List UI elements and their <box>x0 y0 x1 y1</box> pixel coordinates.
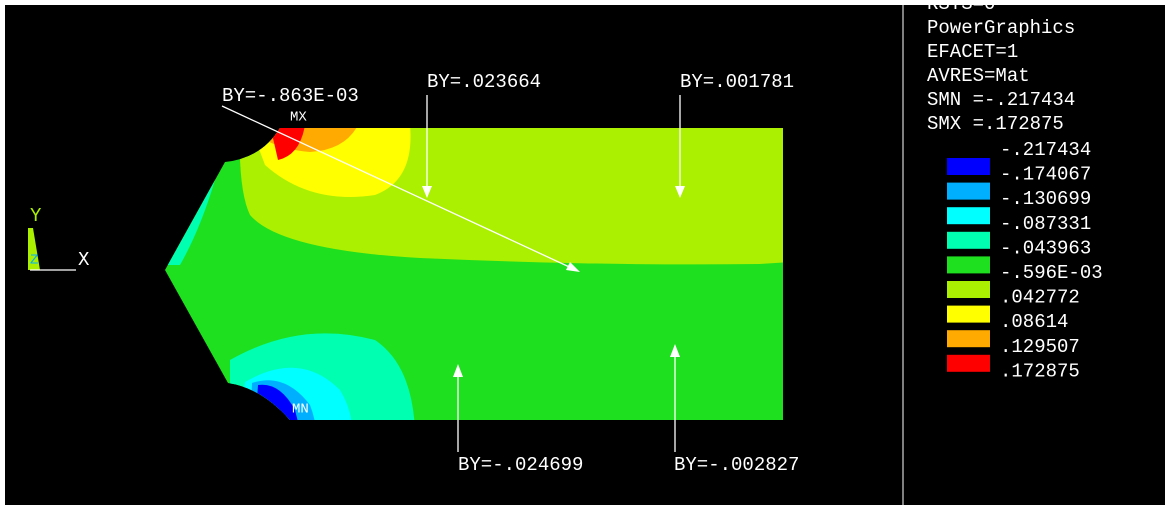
legend-swatch <box>947 354 990 372</box>
legend-panel: RSYS=0 PowerGraphicsEFACET=1AVRES=MatSMN … <box>927 0 1103 382</box>
legend-value: .08614 <box>1000 311 1068 333</box>
annotations: BY=-.863E-03 BY=.023664 BY=.001781 BY=-.… <box>221 71 799 476</box>
info-line: RSYS=0 <box>927 0 995 15</box>
legend-value: -.174067 <box>1000 164 1091 186</box>
annotation-arrow <box>221 105 579 272</box>
contour-model <box>165 128 783 420</box>
arrow-head <box>453 364 463 377</box>
annotation-label: BY=-.024699 <box>458 454 583 476</box>
info-line: SMX =.172875 <box>927 113 1064 135</box>
legend-value: .042772 <box>1000 287 1080 309</box>
contour-band <box>270 128 305 160</box>
legend-value: .129507 <box>1000 336 1080 358</box>
arrow-head <box>422 186 432 198</box>
info-line: PowerGraphics <box>927 17 1075 39</box>
triad-x-label: X <box>78 249 90 271</box>
info-line: AVRES=Mat <box>927 65 1030 87</box>
legend-value: -.087331 <box>1000 213 1091 235</box>
arrow-head <box>566 262 580 272</box>
info-line: SMN =-.217434 <box>927 89 1075 111</box>
legend-value: -.596E-03 <box>1000 262 1103 284</box>
legend-swatch <box>947 158 990 175</box>
triad-z-label: Z <box>30 253 38 269</box>
annotation-label: BY=.023664 <box>427 71 541 93</box>
legend-swatch <box>947 330 990 348</box>
arrow-head <box>670 344 680 357</box>
annotation-label: BY=-.863E-03 <box>222 85 359 107</box>
annotation-label: BY=.001781 <box>680 71 794 93</box>
legend-swatch <box>947 256 990 274</box>
legend-swatch <box>947 182 990 200</box>
triad-y-label: Y <box>30 205 42 227</box>
min-marker: MN <box>292 402 309 418</box>
legend-swatch <box>947 305 990 323</box>
annotation-label: BY=-.002827 <box>674 454 799 476</box>
info-line: EFACET=1 <box>927 41 1018 63</box>
legend-swatch <box>947 231 990 249</box>
triad-y-axis <box>28 228 40 270</box>
legend-value: .172875 <box>1000 360 1080 382</box>
legend-value: -.130699 <box>1000 188 1091 210</box>
legend-value: -.043963 <box>1000 237 1091 259</box>
legend-swatch <box>947 207 990 225</box>
max-marker: MX <box>290 110 307 126</box>
legend-value: -.217434 <box>1000 139 1091 161</box>
contour-band <box>768 128 783 175</box>
legend-swatch <box>947 281 990 298</box>
arrow-head <box>675 186 685 198</box>
axis-triad: Y Z X <box>28 205 90 271</box>
